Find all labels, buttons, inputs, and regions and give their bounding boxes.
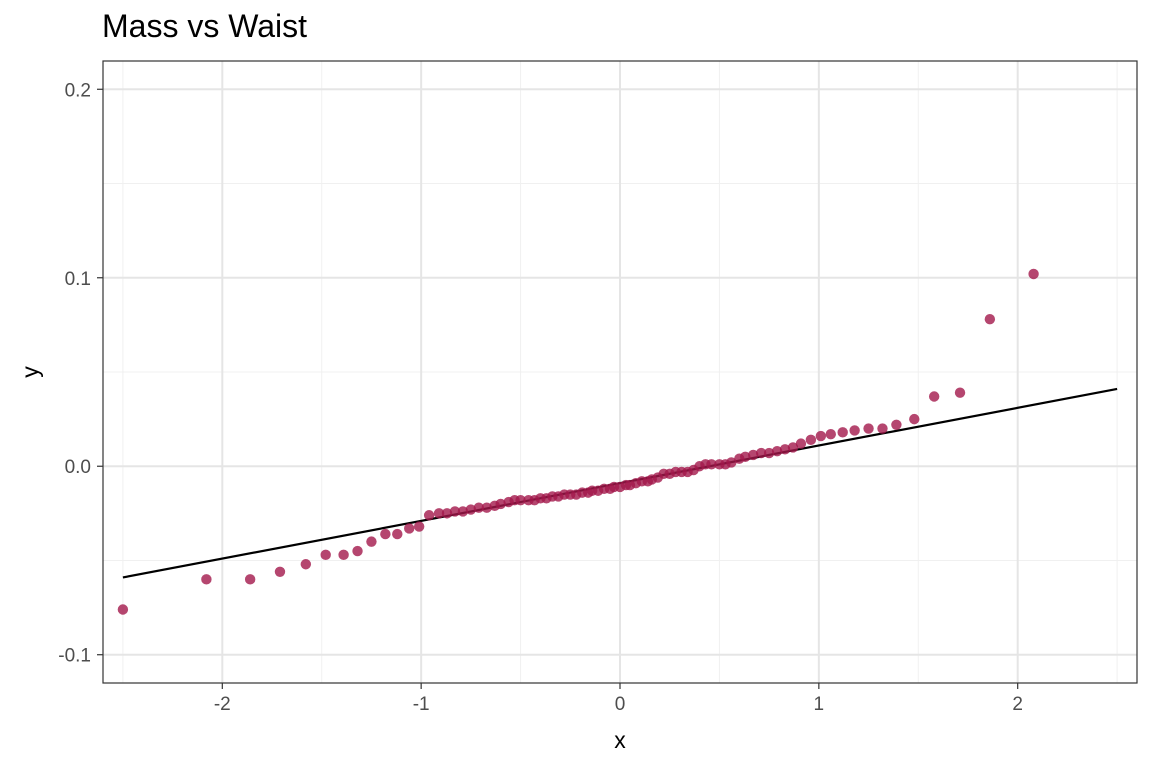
- y-tick-label: 0.1: [65, 269, 91, 290]
- data-point: [274, 566, 286, 577]
- data-point: [755, 447, 767, 459]
- data-point: [928, 391, 940, 402]
- x-tick-label: -1: [413, 694, 430, 715]
- data-point: [815, 430, 827, 442]
- data-point: [473, 502, 485, 513]
- data-point: [404, 523, 415, 534]
- data-point: [863, 423, 874, 434]
- data-point: [441, 508, 453, 519]
- data-point: [771, 445, 783, 457]
- data-point: [338, 549, 349, 561]
- data-point: [465, 504, 477, 515]
- data-point: [423, 510, 435, 521]
- data-point: [495, 498, 506, 510]
- data-point: [837, 427, 848, 438]
- data-point: [748, 449, 759, 461]
- data-point: [352, 545, 363, 557]
- data-point: [954, 387, 966, 398]
- y-tick-label: 0.0: [65, 457, 91, 478]
- data-point: [380, 528, 391, 540]
- y-tick-label: 0.2: [65, 80, 91, 101]
- data-point: [433, 508, 445, 519]
- data-point: [413, 521, 425, 532]
- data-point: [201, 574, 212, 585]
- chart-title: Mass vs Waist: [102, 8, 308, 44]
- y-axis-ticks: -0.1 0.0 0.1 0.2: [58, 80, 103, 667]
- data-point: [825, 429, 836, 440]
- x-tick-label: 0: [615, 694, 626, 715]
- data-point: [726, 457, 737, 468]
- data-point: [449, 506, 461, 517]
- data-point: [909, 413, 920, 425]
- data-point: [805, 434, 817, 446]
- x-axis-title: x: [614, 727, 626, 753]
- data-point: [763, 447, 775, 459]
- data-point: [849, 425, 860, 436]
- y-tick-label: -0.1: [58, 646, 91, 667]
- data-point: [392, 528, 403, 540]
- x-tick-label: 2: [1012, 694, 1023, 715]
- x-tick-label: 1: [814, 694, 825, 715]
- data-point: [779, 444, 791, 455]
- data-point: [787, 442, 799, 453]
- data-point: [515, 494, 526, 506]
- points-group: [117, 268, 1039, 615]
- data-point: [706, 459, 717, 470]
- data-point: [877, 423, 888, 434]
- data-point: [320, 549, 331, 561]
- data-point: [795, 438, 807, 449]
- data-point: [984, 314, 996, 325]
- data-point: [244, 574, 256, 585]
- data-point: [457, 506, 469, 517]
- x-axis-ticks: -2 -1 0 1 2: [214, 683, 1023, 715]
- data-point: [1028, 268, 1039, 280]
- data-point: [117, 604, 129, 615]
- x-tick-label: -2: [214, 694, 231, 715]
- data-point: [481, 502, 492, 513]
- data-point: [891, 419, 902, 430]
- data-point: [300, 559, 312, 570]
- data-point: [366, 536, 377, 547]
- y-axis-title: y: [17, 366, 43, 378]
- grid-lines: [103, 61, 1137, 683]
- data-point: [740, 451, 751, 463]
